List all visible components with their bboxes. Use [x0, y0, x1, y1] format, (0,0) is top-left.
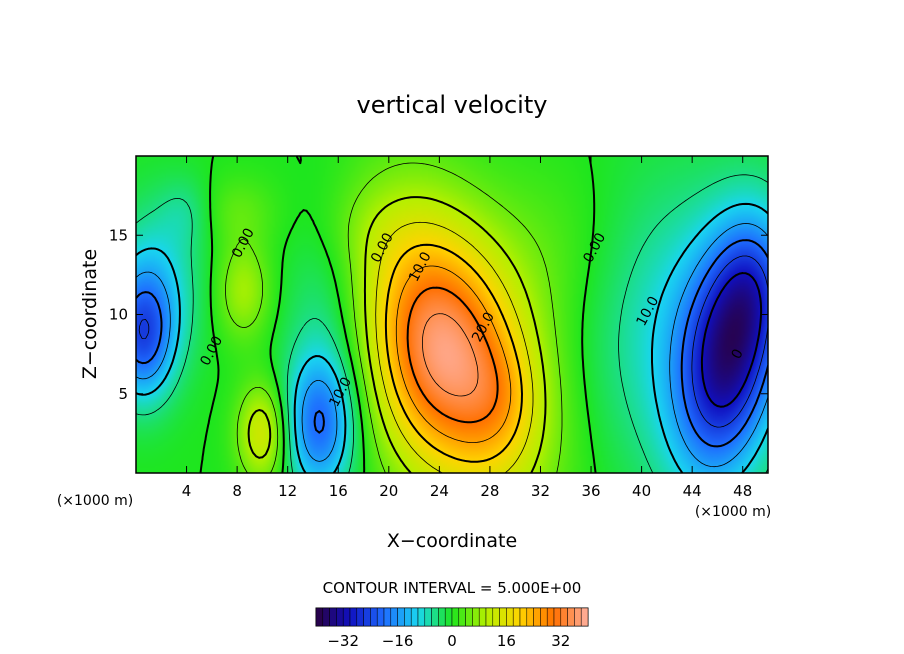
colorbar-segment: [567, 607, 575, 627]
y-tick-label: 5: [118, 385, 128, 403]
contour-level: [136, 202, 768, 473]
colorbar-segment: [574, 607, 582, 627]
x-axis-label: X−coordinate: [387, 530, 517, 552]
colorbar-segment: [342, 607, 351, 627]
colorbar-segment: [370, 607, 378, 627]
x-tick-label: 48: [733, 482, 752, 500]
contour-level: [136, 239, 768, 448]
colorbar-segment: [526, 607, 534, 627]
contour-level: [406, 286, 499, 424]
colorbar-segment: [560, 607, 568, 627]
contour-level: [138, 255, 768, 428]
colorbar-segment: [492, 607, 500, 627]
colorbar-segment: [540, 607, 548, 627]
contour-level: [225, 162, 563, 473]
colorbar-segment: [424, 607, 432, 627]
contour-level: [375, 221, 534, 473]
colorbar-segment: [444, 607, 453, 627]
x-tick-label: 16: [329, 482, 348, 500]
x-tick-label: 44: [683, 482, 702, 500]
x-tick-label: 8: [232, 482, 242, 500]
colorbar-segment: [431, 607, 439, 627]
colorbar-segment: [512, 607, 521, 627]
x-tick-label: 4: [182, 482, 192, 500]
colorbar-tick-label: 0: [447, 632, 457, 650]
colorbar-tick-label: 16: [497, 632, 516, 650]
colorbar-segment: [533, 607, 541, 627]
x-tick-label: 20: [379, 482, 398, 500]
colorbar-segment: [499, 607, 507, 627]
colorbar-segment: [485, 607, 494, 627]
y-axis-ticks: 5 10 15: [109, 226, 768, 403]
contour-level: [199, 156, 597, 473]
x-tick-label: 40: [632, 482, 651, 500]
colorbar-segment: [363, 607, 371, 627]
colorbar-segment: [580, 607, 589, 627]
colorbar-segment: [349, 607, 358, 627]
colorbar-tick-label: −16: [382, 632, 414, 650]
y-axis-label: Z−coordinate: [79, 249, 101, 379]
colorbar-segment: [458, 607, 466, 627]
x-tick-label: 12: [278, 482, 297, 500]
colorbar-segment: [315, 607, 324, 627]
colorbar-segment: [383, 607, 392, 627]
colorbar-segment: [322, 607, 330, 627]
x-unit-left: (×1000 m): [57, 493, 133, 509]
contour-level: [136, 174, 768, 473]
colorbar-segment: [478, 607, 487, 627]
x-tick-label: 32: [531, 482, 550, 500]
colorbar-segment: [506, 607, 514, 627]
colorbar-ticks: −32 −16 0 16 32: [327, 632, 570, 650]
contour-interval-note: CONTOUR INTERVAL = 5.000E+00: [323, 579, 582, 597]
colorbar-segment: [397, 607, 405, 627]
x-unit-right: (×1000 m): [695, 504, 771, 520]
colorbar-segment: [546, 607, 555, 627]
x-axis-ticks: 4 8 12 16 20 24 28 32 36 40 44 48: [182, 156, 752, 500]
contour-level: [247, 196, 547, 473]
y-tick-label: 10: [109, 306, 128, 324]
colorbar-segment: [356, 607, 364, 627]
contour-level: [384, 243, 523, 463]
colorbar-segment: [553, 607, 562, 627]
colorbar-segment: [472, 607, 480, 627]
colorbar-segment: [451, 607, 460, 627]
colorbar-tick-label: −32: [327, 632, 359, 650]
colorbar-segment: [410, 607, 419, 627]
contour-lines: [136, 156, 768, 473]
colorbar-segment: [376, 607, 385, 627]
colorbar-segment: [404, 607, 412, 627]
colorbar-segments: [315, 607, 589, 627]
chart-title: vertical velocity: [357, 91, 548, 119]
x-tick-label: 36: [581, 482, 600, 500]
colorbar-segment: [438, 607, 446, 627]
colorbar-segment: [329, 607, 337, 627]
colorbar-tick-label: 32: [551, 632, 570, 650]
colorbar-segment: [417, 607, 426, 627]
contour-level: [422, 313, 479, 397]
x-tick-label: 24: [430, 482, 449, 500]
colorbar-segment: [336, 607, 344, 627]
contour-level: [700, 272, 763, 408]
y-tick-label: 15: [109, 226, 128, 244]
x-tick-label: 28: [480, 482, 499, 500]
colorbar-segment: [465, 607, 473, 627]
contour-level: [395, 265, 512, 443]
colorbar-segment: [519, 607, 528, 627]
velocity-field: [136, 156, 768, 473]
colorbar-segment: [390, 607, 398, 627]
